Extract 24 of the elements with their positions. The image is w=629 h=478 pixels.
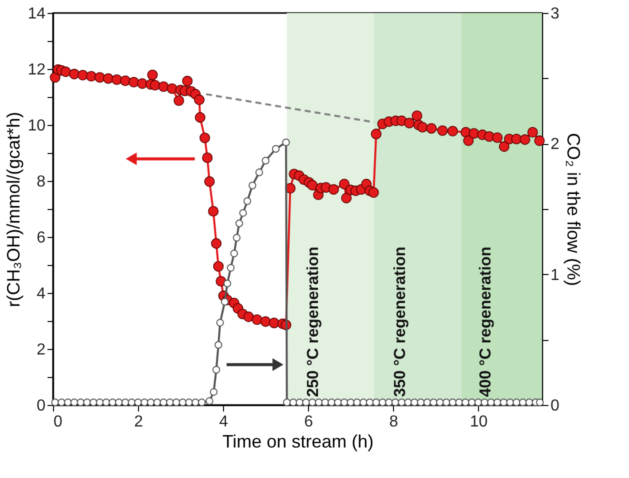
y-tick-label: 4: [36, 286, 46, 302]
x-tick-label: 6: [304, 414, 314, 430]
y-tick-label: 0: [36, 398, 46, 414]
x-tick-label: 4: [219, 414, 228, 430]
y-tick-label: 8: [36, 174, 46, 190]
y2-axis-title: CO₂ in the flow (%): [563, 132, 584, 286]
y-tick-label: 6: [36, 230, 46, 246]
x-tick-label: 8: [389, 414, 398, 430]
y-tick-label: 2: [36, 342, 46, 358]
band-label: 350 °C regeneration: [392, 246, 410, 397]
y2-tick-label: 0: [550, 398, 560, 414]
y2-tick-label: 2: [550, 136, 560, 154]
x-tick-label: 10: [470, 414, 488, 430]
x-tick-label: 2: [134, 414, 144, 430]
y-tick-label: 12: [28, 62, 46, 78]
y-axis-title: r(CH₃OH)/mmol/(gcat*h): [4, 112, 24, 308]
band-label: 250 °C regeneration: [305, 246, 322, 397]
y2-tick-label: 1: [550, 266, 560, 284]
x-tick-label: 0: [54, 414, 62, 430]
x-axis-title: Time on stream (h): [222, 432, 374, 452]
y2-tick-label: 3: [550, 6, 560, 22]
band-label: 400 °C regeneration: [477, 246, 494, 397]
y-tick-label: 14: [28, 6, 46, 22]
y-tick-label: 10: [28, 118, 46, 134]
